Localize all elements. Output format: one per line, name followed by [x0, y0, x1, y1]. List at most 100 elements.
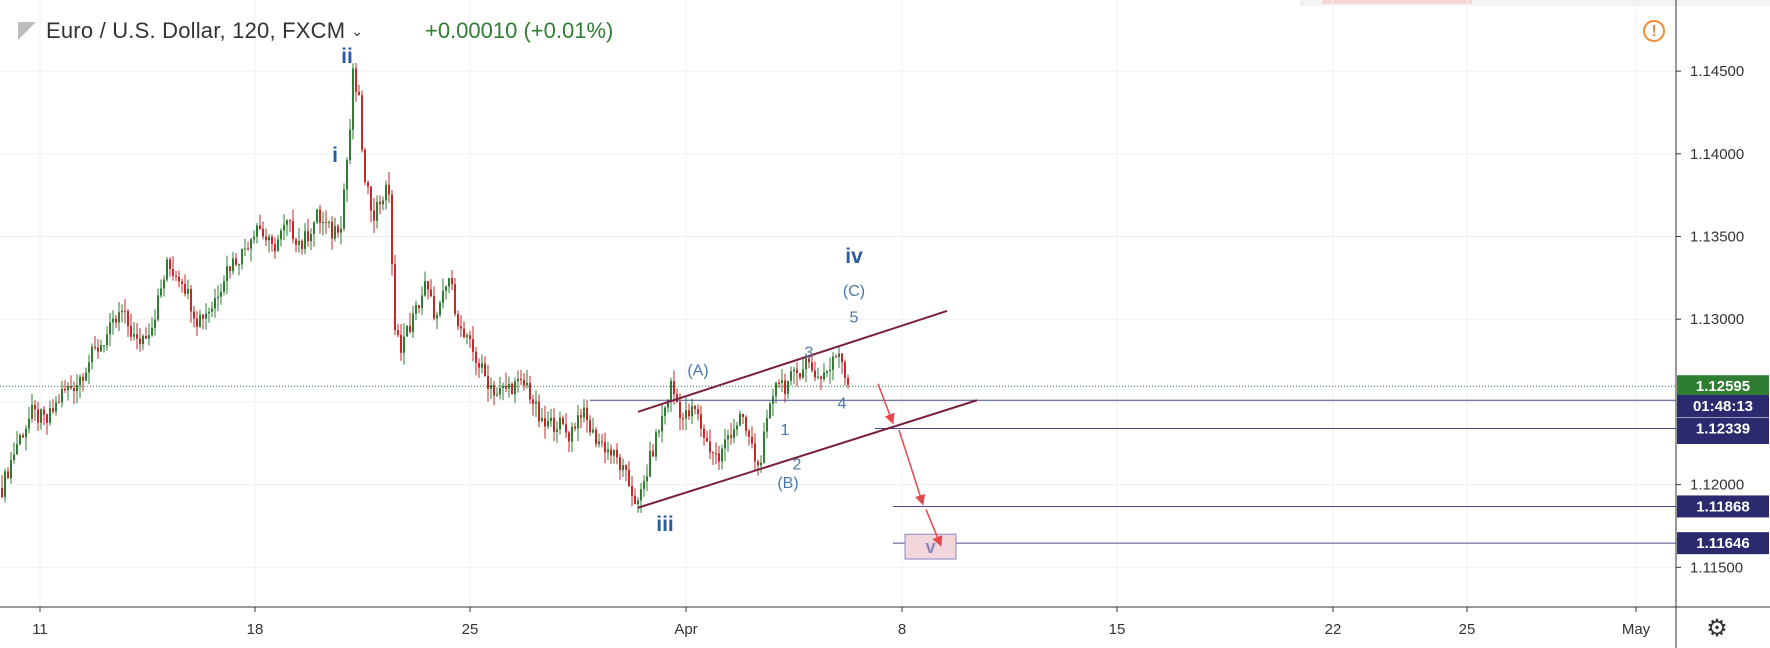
candle-body — [760, 462, 762, 466]
time-tick-label: May — [1622, 621, 1651, 638]
candle-body — [469, 335, 471, 340]
candle-body — [439, 302, 441, 316]
candle-body — [121, 310, 123, 313]
candle-body — [22, 435, 24, 438]
candle-body — [841, 353, 843, 363]
candle-body — [631, 485, 633, 496]
triangle-flag-icon — [18, 22, 36, 40]
candle-body — [472, 339, 474, 352]
candle-body — [94, 346, 96, 348]
candle-body — [433, 296, 435, 319]
candle-body — [343, 189, 345, 229]
candle-body — [247, 248, 249, 250]
candle-body — [775, 382, 777, 397]
candle-body — [421, 295, 423, 309]
candle-body — [286, 220, 288, 225]
candle-body — [781, 380, 783, 383]
candle-body — [517, 378, 519, 382]
candle-body — [787, 380, 789, 394]
candle-body — [205, 313, 207, 319]
candle-body — [790, 371, 792, 381]
candle-body — [484, 363, 486, 377]
candle-body — [463, 328, 465, 338]
gear-icon[interactable]: ⚙ — [1706, 615, 1728, 642]
time-tick-label: 25 — [1459, 621, 1476, 638]
candle-body — [718, 453, 720, 462]
candle-body — [283, 224, 285, 231]
top-toolbar-tab[interactable] — [1322, 0, 1472, 4]
candle-body — [157, 295, 159, 320]
candle-body — [700, 414, 702, 429]
price-tick-label: 1.14500 — [1690, 63, 1744, 80]
alert-circle-icon[interactable]: ! — [1643, 20, 1665, 42]
candle-body — [58, 402, 60, 404]
candle-body — [346, 160, 348, 190]
candle-body — [796, 369, 798, 374]
candle-body — [811, 362, 813, 371]
candle-body — [751, 436, 753, 444]
candle-body — [130, 326, 132, 337]
candle-body — [118, 312, 120, 323]
candle-body — [340, 228, 342, 233]
candle-body — [778, 382, 780, 384]
candle-body — [577, 415, 579, 429]
candle-body — [304, 231, 306, 250]
candle-body — [739, 413, 741, 426]
candle-body — [295, 239, 297, 245]
projection-arrow — [898, 429, 926, 506]
candle-body — [235, 258, 237, 265]
candle-body — [730, 435, 732, 438]
price-change: +0.00010 (+0.01%) — [424, 18, 614, 43]
candle-body — [523, 379, 525, 386]
candle-body — [475, 351, 477, 364]
candle-body — [685, 410, 687, 419]
top-toolbar-strip — [1300, 0, 1770, 6]
candle-body — [70, 386, 72, 389]
time-axis-group: 11 18 25 Apr 8 15 22 25 May — [32, 607, 1651, 638]
candle-body — [559, 417, 561, 430]
candle-body — [670, 381, 672, 401]
candle-body — [580, 415, 582, 418]
candle-body — [571, 426, 573, 442]
candle-body — [229, 266, 231, 272]
candle-body — [388, 184, 390, 195]
candle-body — [703, 428, 705, 438]
candle-body — [712, 452, 714, 454]
candle-body — [661, 416, 663, 432]
candle-body — [358, 91, 360, 96]
time-tick-label: 18 — [247, 621, 264, 638]
candle-body — [427, 281, 429, 290]
candle-body — [166, 259, 168, 280]
candle-body — [832, 356, 834, 370]
candle-body — [259, 225, 261, 229]
candle-body — [238, 264, 240, 266]
candle-body — [250, 239, 252, 249]
candle-body — [754, 443, 756, 462]
candle-body — [292, 221, 294, 240]
candle-body — [418, 305, 420, 309]
price-tick-label: 1.14000 — [1690, 146, 1744, 163]
candle-body — [352, 68, 354, 130]
candle-body — [814, 370, 816, 378]
candle-body — [37, 409, 39, 423]
time-tick-label: 22 — [1325, 621, 1342, 638]
candle-body — [709, 441, 711, 453]
candle-body — [262, 228, 264, 237]
candle-body — [838, 353, 840, 357]
candle-body — [43, 409, 45, 415]
candle-body — [448, 278, 450, 287]
candle-body — [826, 371, 828, 373]
candle-body — [10, 460, 12, 479]
chevron-down-icon[interactable]: ⌄ — [351, 22, 363, 39]
candle-body — [694, 405, 696, 410]
symbol-title[interactable]: Euro / U.S. Dollar, 120, FXCM — [46, 18, 346, 43]
candle-body — [847, 377, 849, 385]
candle-body — [724, 439, 726, 449]
candle-body — [601, 441, 603, 443]
candle-body — [400, 334, 402, 353]
candle-body — [715, 453, 717, 455]
candle-body — [160, 288, 162, 296]
candle-body — [748, 430, 750, 437]
